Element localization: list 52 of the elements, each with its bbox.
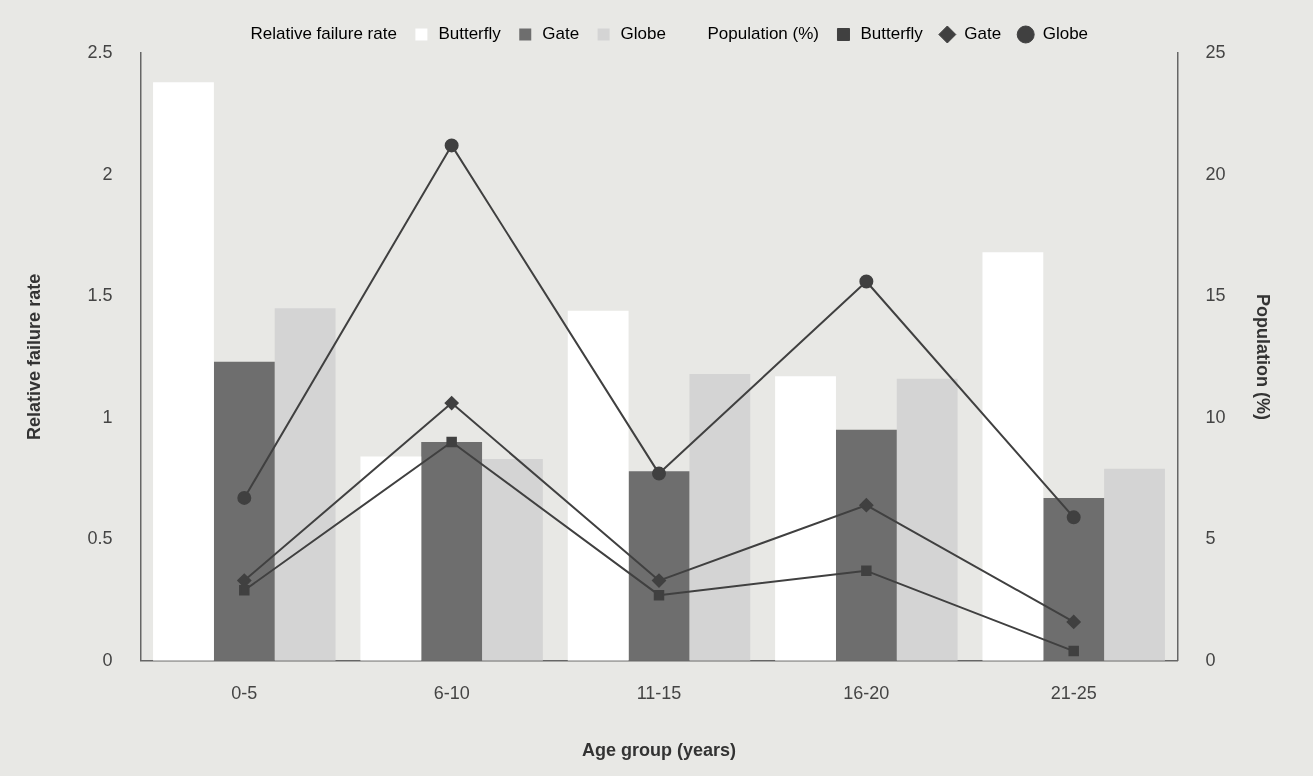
bar [775,376,836,661]
bar [896,378,958,661]
bar [153,82,214,661]
y-tick-label: 0 [102,649,113,670]
point [859,498,874,513]
bar [360,456,422,661]
point [1066,614,1081,629]
y2-tick-label: 0 [1205,649,1216,670]
y2-tick-label: 5 [1205,528,1216,549]
x-axis-title: Age group (years) [581,740,737,761]
point [653,589,665,601]
point [446,436,457,448]
bar [482,459,543,661]
point [444,396,459,411]
x-tick-label: 21-25 [1050,682,1097,703]
y2-tick-label: 25 [1205,41,1226,62]
y2-tick-label: 20 [1205,163,1226,184]
x-tick-label: 11-15 [636,682,682,703]
y-tick-label: 2 [102,163,113,184]
legend-label: Butterfly [860,24,924,44]
x-tick-label: 16-20 [843,682,890,703]
bar [1104,468,1165,661]
point [652,573,666,588]
legend-label: Gate [542,24,580,44]
bar [567,310,629,661]
legend-label: Gate [964,24,1002,44]
y-tick-label: 0.5 [87,528,113,549]
legend-label: Globe [620,24,666,44]
bar [982,252,1044,661]
point [444,138,459,153]
y2-tick-label: 15 [1205,285,1226,306]
x-tick-label: 6-10 [433,682,470,703]
y2-axis-title: Population (%) [1253,293,1274,420]
y-tick-label: 1.5 [87,285,113,306]
legend-label: Globe [1042,24,1089,44]
y-axis-title: Relative failure rate [23,273,44,440]
point [237,490,252,505]
text: Relative failure rate [250,24,397,44]
y-tick-label: 1 [102,406,113,427]
point [239,585,250,596]
y-tick-label: 2.5 [87,41,113,62]
legend-label: Butterfly [438,24,502,44]
bar [689,373,751,661]
point [861,565,872,577]
point [1066,510,1081,525]
point [859,274,874,289]
point [1068,645,1079,657]
x-tick-label: 0-5 [231,682,258,703]
text: Population (%) [707,24,819,44]
y2-tick-label: 10 [1205,406,1226,427]
bar [274,308,336,661]
point [652,466,666,481]
